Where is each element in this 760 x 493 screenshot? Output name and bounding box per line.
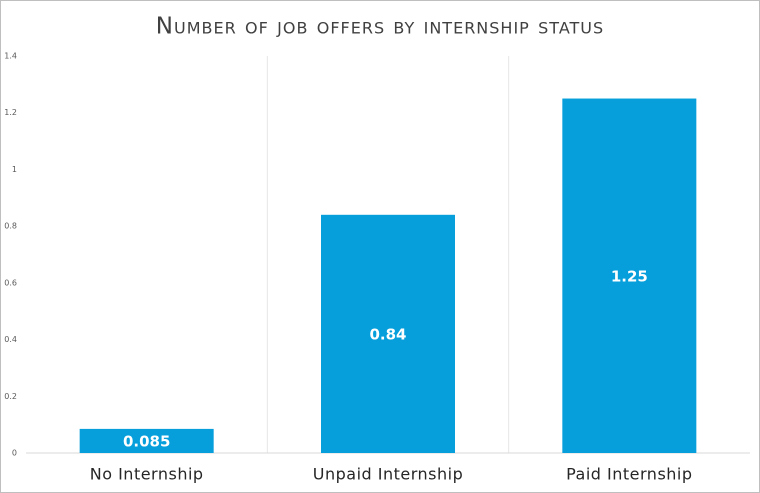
x-tick-label: Paid Internship [566,465,692,484]
value-label: 1.25 [611,267,648,285]
x-tick-label: Unpaid Internship [313,465,464,484]
y-tick-label: 1.4 [4,52,17,61]
chart-title: Number of job offers by internship statu… [156,14,604,40]
y-tick-label: 1 [12,165,17,174]
y-tick-label: 0.6 [4,278,17,287]
y-tick-label: 0 [12,449,17,458]
y-tick-label: 0.8 [4,222,17,231]
y-tick-label: 0.2 [4,392,17,401]
value-label: 0.84 [369,325,406,343]
x-tick-label: No Internship [90,465,204,484]
bar [79,428,214,453]
bar [321,214,455,453]
y-tick-label: 0.4 [4,335,17,344]
value-label: 0.085 [123,432,170,450]
bar [562,98,697,454]
y-tick-label: 1.2 [4,108,17,117]
